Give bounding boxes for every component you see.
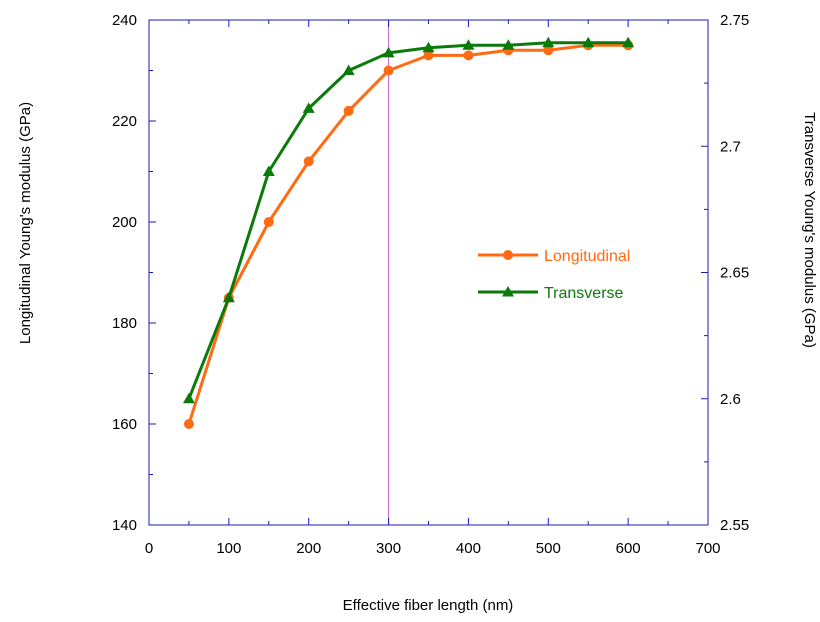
y-tick-label: 220 (112, 113, 137, 130)
data-point-longitudinal (304, 156, 314, 166)
x-axis-title: Effective fiber length (nm) (343, 597, 514, 614)
x-tick-label: 600 (616, 540, 641, 557)
legend-item-longitudinal: Longitudinal (478, 248, 630, 265)
x-tick-label: 300 (376, 540, 401, 557)
series-line-longitudinal (189, 45, 628, 424)
x-tick-label: 200 (296, 540, 321, 557)
plot-border (149, 20, 708, 525)
legend-label: Longitudinal (544, 248, 630, 265)
y-tick-label: 200 (112, 214, 137, 231)
x-tick-label: 100 (216, 540, 241, 557)
y-tick-label: 180 (112, 315, 137, 332)
legend-item-transverse: Transverse (478, 285, 624, 302)
data-point-transverse (183, 393, 195, 404)
legend-label: Transverse (544, 285, 624, 302)
y-axis-title: Longitudinal Young's modulus (GPa) (17, 102, 34, 344)
y2-axis-title: Transverse Young's modulus (GPa) (801, 112, 818, 348)
y2-tick-label: 2.65 (720, 265, 749, 282)
y2-tick-label: 2.7 (720, 138, 741, 155)
series-transverse (183, 37, 634, 404)
data-point-longitudinal (344, 106, 354, 116)
y-tick-label: 140 (112, 517, 137, 534)
data-point-longitudinal (184, 419, 194, 429)
x-tick-label: 0 (145, 540, 153, 557)
series-line-transverse (189, 43, 628, 399)
y2-tick-label: 2.6 (720, 391, 741, 408)
y-tick-label: 240 (112, 12, 137, 29)
y2-tick-label: 2.55 (720, 517, 749, 534)
legend: Longitudinal Transverse (478, 248, 630, 302)
data-point-longitudinal (384, 66, 394, 76)
x-tick-label: 400 (456, 540, 481, 557)
x-tick-label: 700 (695, 540, 720, 557)
plot-frame (149, 20, 708, 525)
data-point-longitudinal (264, 217, 274, 227)
series-layer (183, 37, 634, 429)
y2-tick-label: 2.75 (720, 12, 749, 29)
series-longitudinal (184, 40, 633, 429)
y-tick-label: 160 (112, 416, 137, 433)
x-tick-label: 500 (536, 540, 561, 557)
ticks-layer: 0 100 200 300 400 500 600 700 140 160 180 200 220 240… (112, 12, 749, 557)
data-point-longitudinal (463, 50, 473, 60)
legend-marker (503, 250, 513, 260)
